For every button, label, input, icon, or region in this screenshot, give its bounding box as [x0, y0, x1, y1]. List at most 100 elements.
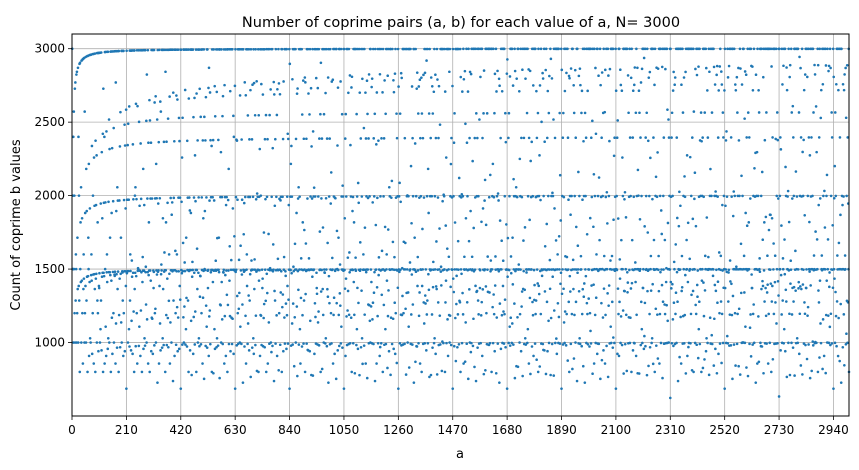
data-point: [309, 195, 312, 198]
data-point: [443, 90, 447, 93]
chart-title: Number of coprime pairs (a, b) for each …: [242, 15, 680, 31]
y-axis-label: Count of coprime b values: [9, 139, 24, 310]
data-point: [93, 287, 97, 291]
data-point: [508, 344, 512, 347]
data-point: [148, 119, 152, 122]
data-point: [794, 289, 797, 292]
data-point: [445, 341, 448, 345]
data-point: [312, 186, 316, 189]
data-point: [597, 342, 601, 346]
data-point: [145, 119, 148, 123]
data-point: [618, 258, 622, 261]
data-point: [594, 66, 597, 70]
data-point: [649, 254, 653, 258]
data-point: [356, 347, 360, 351]
data-point: [128, 345, 131, 348]
data-point: [579, 83, 582, 87]
data-point: [248, 299, 251, 302]
data-point: [77, 299, 81, 302]
data-point: [718, 342, 722, 345]
data-point: [467, 239, 471, 243]
data-point: [110, 316, 114, 320]
data-point: [461, 291, 464, 295]
data-point: [452, 141, 456, 145]
data-point: [140, 370, 144, 374]
data-point: [223, 83, 226, 87]
data-point: [636, 66, 639, 70]
data-point: [134, 344, 138, 348]
data-point: [538, 154, 541, 157]
data-point: [612, 336, 615, 339]
data-point: [829, 312, 833, 316]
data-point: [251, 268, 255, 271]
data-point: [261, 286, 264, 290]
data-point: [460, 192, 464, 196]
data-point: [355, 327, 359, 331]
data-point: [792, 136, 795, 139]
data-point: [102, 87, 105, 90]
data-point: [728, 259, 732, 262]
data-point: [171, 48, 175, 52]
data-point: [623, 197, 626, 201]
data-point: [352, 221, 356, 224]
data-point: [439, 265, 443, 269]
data-point: [637, 89, 641, 93]
data-point: [772, 268, 775, 271]
data-point: [741, 194, 744, 198]
data-point: [551, 194, 555, 198]
data-point: [118, 345, 122, 349]
data-point: [393, 301, 397, 305]
data-point: [98, 271, 101, 275]
data-point: [236, 198, 239, 202]
data-point: [141, 255, 145, 259]
data-point: [566, 268, 570, 271]
data-point: [297, 185, 300, 189]
data-point: [605, 267, 609, 271]
data-point: [474, 379, 478, 383]
data-point: [622, 372, 625, 375]
data-point: [181, 343, 184, 346]
data-point: [272, 80, 276, 84]
data-point: [700, 139, 703, 143]
data-point: [409, 313, 413, 316]
data-point: [624, 216, 628, 219]
data-point: [372, 342, 375, 346]
data-point: [606, 222, 609, 225]
data-point: [481, 136, 484, 140]
data-point: [146, 197, 149, 200]
data-point: [486, 255, 490, 258]
data-point: [300, 113, 304, 116]
data-point: [366, 268, 370, 271]
data-point: [464, 216, 468, 220]
data-point: [149, 279, 153, 282]
data-point: [654, 307, 658, 311]
data-point: [394, 47, 397, 51]
data-point: [615, 268, 619, 272]
data-point: [350, 75, 354, 79]
data-point: [553, 341, 557, 345]
data-point: [593, 194, 597, 198]
data-point: [212, 48, 215, 51]
data-point: [556, 302, 560, 305]
data-point: [386, 228, 390, 231]
data-point: [95, 272, 98, 276]
data-point: [132, 310, 135, 313]
data-point: [639, 300, 643, 304]
data-point: [364, 91, 367, 94]
data-point: [620, 343, 624, 347]
data-point: [284, 269, 287, 273]
data-point: [583, 381, 587, 384]
data-point: [743, 291, 746, 294]
data-point: [327, 274, 331, 278]
data-point: [590, 195, 594, 199]
data-point: [379, 47, 383, 51]
data-point: [707, 47, 711, 51]
data-point: [338, 292, 342, 295]
data-point: [148, 98, 151, 102]
data-point: [211, 195, 214, 199]
data-point: [455, 302, 458, 306]
data-point: [612, 154, 616, 158]
data-point: [768, 341, 772, 345]
data-point: [99, 202, 103, 205]
data-point: [273, 289, 276, 293]
